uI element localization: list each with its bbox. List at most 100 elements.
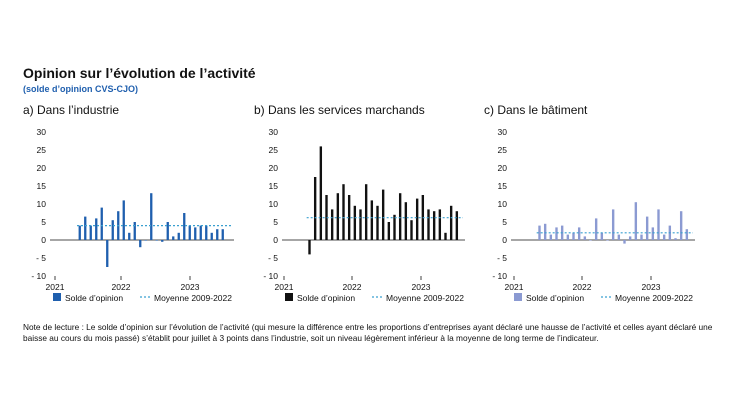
y-tick-label-batiment: 10: [498, 199, 508, 209]
y-tick-label-batiment: 30: [498, 127, 508, 137]
legend-swatch-batiment: [514, 293, 522, 301]
legend-label-series: Solde d’opinion: [526, 293, 584, 303]
bar-services: [387, 222, 391, 240]
reading-note: Note de lecture : Le solde d’opinion sur…: [23, 322, 713, 343]
bar-batiment: [594, 218, 598, 240]
bar-batiment: [555, 227, 558, 240]
bar-batiment: [657, 209, 660, 240]
chart-title: Opinion sur l’évolution de l’activité: [23, 65, 256, 81]
bar-batiment: [628, 236, 632, 240]
bar-services: [325, 195, 328, 240]
bar-services: [393, 214, 396, 240]
bar-industrie: [172, 236, 175, 240]
y-tick-label-batiment: 0: [502, 235, 507, 245]
y-tick-label-batiment: 5: [502, 217, 507, 227]
bar-batiment: [662, 234, 666, 240]
bar-services: [336, 193, 340, 240]
y-tick-label-services: 20: [269, 163, 279, 173]
bar-batiment: [566, 234, 570, 240]
y-tick-label-batiment: 25: [498, 145, 508, 155]
bar-services: [359, 209, 362, 240]
legend-swatch-industrie: [53, 293, 61, 301]
legend-label-mean: Moyenne 2009-2022: [386, 293, 464, 303]
bar-industrie: [221, 229, 224, 240]
bar-services: [455, 211, 459, 240]
bar-industrie: [194, 227, 197, 240]
bar-industrie: [133, 222, 136, 240]
bar-services: [330, 209, 334, 240]
bar-batiment: [617, 234, 621, 240]
y-tick-label-industrie: 25: [37, 145, 47, 155]
bar-industrie: [199, 225, 202, 240]
bar-industrie: [166, 222, 169, 240]
y-tick-label-industrie: 0: [41, 235, 46, 245]
legend-label-series: Solde d’opinion: [297, 293, 355, 303]
bar-batiment: [634, 202, 638, 240]
bar-industrie: [161, 240, 164, 242]
bar-industrie: [216, 229, 219, 240]
bar-services: [398, 193, 402, 240]
bar-industrie: [95, 218, 98, 240]
legend-label-mean: Moyenne 2009-2022: [154, 293, 232, 303]
y-tick-label-industrie: 10: [37, 199, 47, 209]
bar-industrie: [183, 213, 186, 240]
bar-batiment: [583, 236, 587, 240]
bar-batiment: [611, 209, 615, 240]
bar-services: [342, 184, 345, 240]
bar-industrie: [106, 240, 109, 267]
bar-services: [415, 198, 419, 240]
y-tick-label-services: 0: [273, 235, 278, 245]
y-tick-label-industrie: - 10: [31, 271, 46, 281]
bar-batiment: [600, 232, 604, 240]
bar-industrie: [155, 240, 158, 241]
bar-batiment: [538, 225, 541, 240]
bar-batiment: [679, 211, 683, 240]
bar-industrie: [150, 193, 153, 240]
chart-subtitle: (solde d’opinion CVS-CJO): [23, 84, 138, 94]
bar-services: [444, 232, 447, 240]
y-tick-label-industrie: 15: [37, 181, 47, 191]
bar-industrie: [78, 225, 81, 240]
bar-batiment: [577, 227, 581, 240]
panel-title-industrie: a) Dans l’industrie: [23, 103, 120, 117]
bar-industrie: [111, 220, 114, 240]
legend-label-series: Solde d’opinion: [65, 293, 123, 303]
y-tick-label-services: 30: [269, 127, 279, 137]
bar-batiment: [645, 216, 649, 240]
y-tick-label-services: 25: [269, 145, 279, 155]
y-tick-label-batiment: 20: [498, 163, 508, 173]
x-tick-label-industrie: 2022: [112, 282, 131, 292]
x-tick-label-batiment: 2022: [573, 282, 592, 292]
bar-services: [404, 202, 408, 240]
x-tick-label-batiment: 2023: [642, 282, 661, 292]
x-tick-label-services: 2023: [412, 282, 431, 292]
y-tick-label-batiment: 15: [498, 181, 508, 191]
bar-services: [370, 200, 374, 240]
bar-industrie: [122, 200, 125, 240]
bar-batiment: [549, 234, 553, 240]
panel-title-services: b) Dans les services marchands: [254, 103, 425, 117]
bar-services: [438, 209, 442, 240]
y-tick-label-services: 5: [273, 217, 278, 227]
bar-services: [449, 205, 453, 240]
bar-services: [427, 209, 430, 240]
bar-industrie: [188, 225, 191, 240]
bar-services: [313, 177, 317, 240]
x-tick-label-services: 2022: [343, 282, 362, 292]
bar-industrie: [89, 225, 92, 240]
bar-batiment: [623, 240, 626, 244]
bar-services: [410, 220, 413, 240]
bar-services: [308, 240, 311, 255]
bar-industrie: [100, 207, 103, 240]
bar-services: [353, 205, 357, 240]
bar-industrie: [210, 232, 213, 240]
y-tick-label-industrie: 30: [37, 127, 47, 137]
bar-industrie: [128, 232, 131, 240]
bar-batiment: [572, 232, 575, 240]
bar-batiment: [543, 223, 547, 240]
x-tick-label-batiment: 2021: [505, 282, 524, 292]
y-tick-label-services: 10: [269, 199, 279, 209]
bar-services: [376, 205, 379, 240]
panel-title-batiment: c) Dans le bâtiment: [484, 103, 588, 117]
